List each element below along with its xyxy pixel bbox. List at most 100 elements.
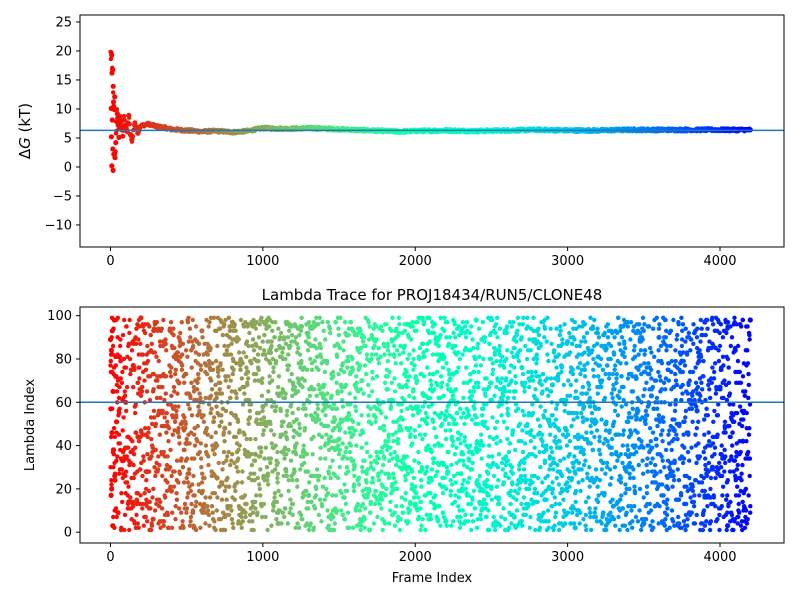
delta-g-trace-dot xyxy=(122,113,127,119)
lambda-trace-dot xyxy=(113,506,119,511)
lambda-trace-dot xyxy=(490,361,495,366)
lambda-trace-dot xyxy=(184,475,189,481)
lambda-trace-dot xyxy=(616,315,621,320)
lambda-trace-dot xyxy=(513,380,518,385)
lambda-trace-dot xyxy=(621,428,626,433)
lambda-trace-dot xyxy=(476,326,482,331)
lambda-trace-dot xyxy=(513,389,518,394)
lambda-trace-dot xyxy=(374,374,380,379)
lambda-trace-dot xyxy=(127,356,133,362)
lambda-trace-dot xyxy=(189,413,195,418)
delta-g-data-point xyxy=(110,146,116,152)
lambda-trace-dot xyxy=(416,460,422,466)
lambda-trace-dot xyxy=(579,339,584,344)
lambda-trace-dot xyxy=(163,391,168,396)
lambda-trace-dot xyxy=(545,315,550,320)
lambda-trace-dot xyxy=(432,322,438,327)
lambda-trace-dot xyxy=(279,423,284,429)
lambda-trace-dot xyxy=(244,354,249,359)
lambda-trace-dot xyxy=(641,445,646,450)
lambda-trace-dot xyxy=(629,430,634,435)
lambda-trace-dot xyxy=(611,517,617,522)
lambda-trace-dot xyxy=(353,428,358,433)
lambda-trace-dot xyxy=(322,497,327,502)
lambda-trace-dot xyxy=(392,449,397,455)
lambda-trace-dot xyxy=(208,410,213,416)
lambda-trace-dot xyxy=(520,449,526,455)
lambda-trace-dot xyxy=(470,452,475,457)
lambda-trace-dot xyxy=(619,374,624,379)
lambda-trace-dot xyxy=(526,504,531,509)
lambda-trace-dot xyxy=(267,374,272,379)
lambda-trace-dot xyxy=(301,493,307,498)
lambda-trace-dot xyxy=(312,358,317,364)
lambda-trace-dot xyxy=(277,345,282,351)
lambda-trace-dot xyxy=(553,501,558,507)
lambda-trace-dot xyxy=(379,449,385,455)
lambda-trace-dot xyxy=(236,337,241,342)
delta-g-data-point xyxy=(110,83,116,89)
lambda-trace-dot xyxy=(149,527,154,533)
lambda-trace-dot xyxy=(280,432,285,437)
lambda-trace-dot xyxy=(419,484,424,489)
lambda-trace-dot xyxy=(494,484,499,489)
lambda-trace-dot xyxy=(514,332,519,338)
lambda-trace-dot xyxy=(288,423,294,429)
lambda-trace-dot xyxy=(151,371,156,377)
lambda-trace-dot xyxy=(629,415,634,420)
lambda-trace-dot xyxy=(296,345,301,351)
lambda-trace-dot xyxy=(612,465,618,470)
lambda-trace-dot xyxy=(246,376,251,381)
lambda-trace-dot xyxy=(136,525,141,530)
lambda-trace-dot xyxy=(392,376,397,381)
lambda-trace-dot xyxy=(629,508,634,513)
lambda-trace-dot xyxy=(428,378,433,383)
lambda-trace-dot xyxy=(169,525,175,530)
lambda-trace-dot xyxy=(499,376,505,381)
lambda-trace-dot xyxy=(341,512,346,518)
lambda-trace-dot xyxy=(462,421,467,427)
lambda-trace-dot xyxy=(234,361,239,366)
lambda-trace-dot xyxy=(417,423,422,429)
lambda-trace-dot xyxy=(172,389,177,394)
lambda-trace-dot xyxy=(503,471,508,476)
lambda-trace-dot xyxy=(619,404,624,409)
lambda-trace-dot xyxy=(179,367,185,372)
lambda-trace-dot xyxy=(574,378,579,383)
lambda-trace-dot xyxy=(634,449,639,455)
lambda-trace-dot xyxy=(145,452,150,457)
lambda-trace-dot xyxy=(269,339,274,344)
lambda-trace-dot xyxy=(566,378,571,383)
lambda-trace-dot xyxy=(372,343,377,349)
lambda-trace-dot xyxy=(486,384,492,390)
lambda-trace-dot xyxy=(627,486,632,492)
lambda-trace-dot xyxy=(478,512,483,518)
lambda-trace-dot xyxy=(587,506,592,511)
lambda-trace-dot xyxy=(272,495,277,500)
lambda-trace-dot xyxy=(297,352,303,357)
lambda-trace-dot xyxy=(385,358,390,364)
lambda-trace-dot xyxy=(521,467,527,472)
lambda-trace-dot xyxy=(590,348,595,353)
lambda-trace-dot xyxy=(557,332,562,338)
lambda-trace-dot xyxy=(254,417,259,422)
delta-g-x-tick-label: 3000 xyxy=(551,254,584,269)
lambda-trace-dot xyxy=(388,508,393,513)
lambda-trace-dot xyxy=(454,421,459,427)
lambda-trace-dot xyxy=(311,525,317,530)
lambda-trace-dot xyxy=(523,512,529,518)
lambda-trace-dot xyxy=(461,410,466,416)
lambda-trace-dot xyxy=(283,430,288,435)
lambda-trace-dot xyxy=(407,393,412,398)
lambda-trace-dot xyxy=(522,384,527,390)
lambda-trace-dot xyxy=(209,504,215,509)
lambda-trace-dot xyxy=(573,471,578,476)
lambda-trace-dot xyxy=(609,436,615,442)
lambda-trace-dot xyxy=(605,322,610,327)
lambda-trace-dot xyxy=(640,337,645,342)
lambda-trace-dot xyxy=(148,332,153,338)
lambda-trace-dot xyxy=(151,387,156,392)
lambda-trace-dot xyxy=(577,343,582,349)
lambda-trace-dot xyxy=(147,397,153,403)
lambda-trace-dot xyxy=(281,419,286,424)
